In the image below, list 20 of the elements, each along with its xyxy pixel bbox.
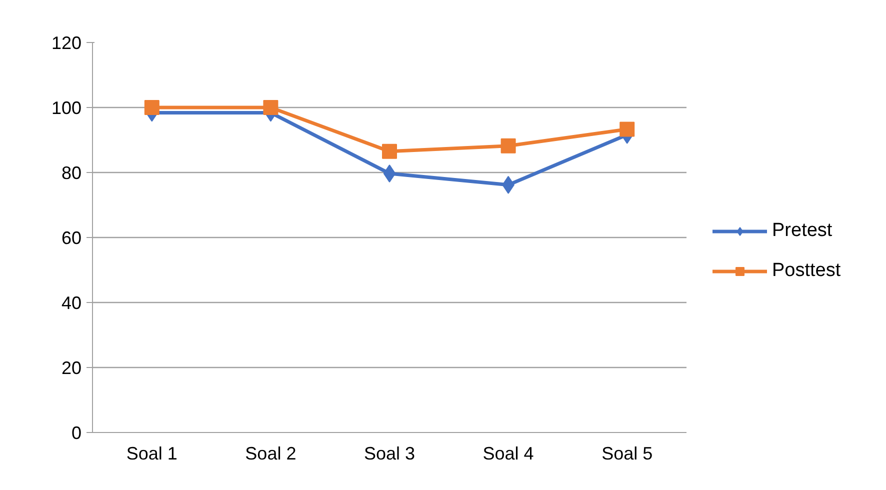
- y-tick-label: 80: [61, 163, 82, 183]
- y-tick-label: 20: [61, 358, 82, 378]
- legend-label: Pretest: [772, 220, 832, 242]
- point: [263, 100, 278, 115]
- point: [500, 138, 516, 154]
- point: [620, 122, 635, 137]
- point: [383, 164, 396, 182]
- y-tick-label: 0: [71, 423, 82, 443]
- x-tick-label: Soal 1: [126, 444, 178, 464]
- y-tick-label: 120: [51, 33, 82, 53]
- x-tick-label: Soal 5: [602, 444, 653, 464]
- x-tick-label: Soal 3: [364, 444, 416, 464]
- y-tick-label: 60: [61, 228, 82, 248]
- point: [382, 144, 397, 159]
- y-tick-label: 100: [51, 98, 82, 118]
- point: [144, 100, 160, 115]
- legend-label: Posttest: [772, 260, 841, 282]
- x-tick-label: Soal 4: [482, 444, 534, 464]
- x-tick-label: Soal 2: [245, 444, 296, 464]
- y-tick-label: 40: [61, 293, 82, 313]
